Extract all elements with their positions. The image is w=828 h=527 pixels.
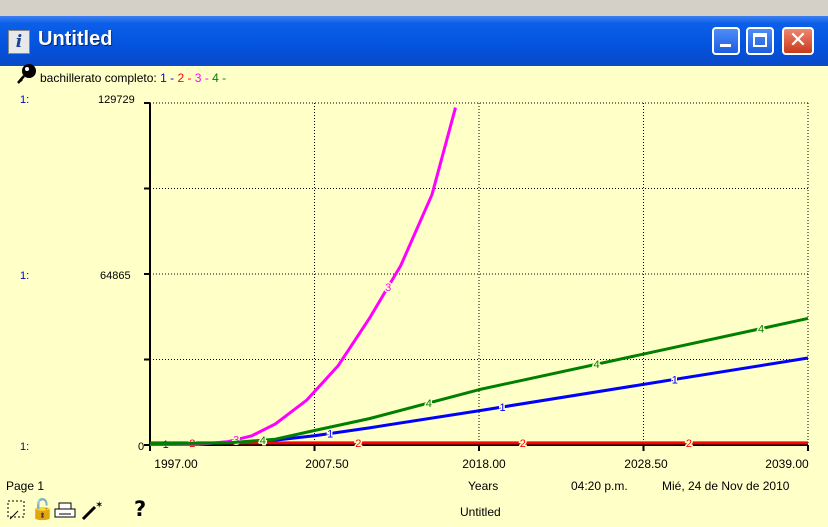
series-marker-1: 1 [327,429,333,441]
page-number: Page 1 [6,479,45,493]
series-marker-4: 4 [260,435,266,447]
info-icon[interactable]: i [8,30,30,54]
legend-separator: - [201,71,213,85]
svg-text:✶: ✶ [95,500,102,511]
legend-separator: - [184,71,195,85]
axis-id-bottom: 1: [20,441,30,453]
legend-item-1: 1 [160,71,167,85]
legend-variable: bachillerato completo: [40,71,157,85]
key-icon[interactable] [16,63,38,85]
document-name: Untitled [460,505,501,519]
series-marker-2: 2 [520,438,526,450]
axis-id-mid: 1: [20,270,30,282]
series-marker-4: 4 [593,359,599,371]
background-app-strip [0,0,828,16]
legend-separator: - [218,71,227,85]
close-icon: ✕ [788,28,808,53]
axis-id-top: 1: [20,94,30,106]
minimize-icon [720,44,731,47]
series-line-3 [150,107,457,446]
lock-icon[interactable]: 🔓 [30,497,55,521]
timestamp-date: Mié, 24 de Nov de 2010 [662,479,790,493]
legend-items: 1 - 2 - 3 - 4 - [160,71,226,85]
legend-separator: - [166,71,178,85]
y-tick-label-max: 129729 [98,94,135,106]
x-tick-label-4: 2028.50 [624,457,668,471]
series-marker-3: 3 [385,282,391,294]
x-axis-title: Years [468,479,499,493]
x-tick-label-5: 2039.00 [765,457,809,471]
maximize-button[interactable] [746,27,774,55]
series-marker-4: 4 [426,398,432,410]
help-button[interactable]: ? [134,497,147,521]
series-marker-2: 2 [686,438,692,450]
window-title: Untitled [38,28,113,50]
series-marker-1: 1 [499,402,505,414]
timestamp-time: 04:20 p.m. [571,479,628,493]
legend-item-4: 4 [212,71,219,85]
x-tick-label-2: 2007.50 [305,457,349,471]
series-line-4 [150,316,809,446]
series-marker-1: 1 [672,374,678,386]
y-tick-label-mid: 64865 [100,270,131,282]
legend-item-3: 3 [194,71,202,85]
x-tick-label-3: 2018.00 [462,457,506,471]
title-bar[interactable]: i Untitled ✕ [0,16,828,66]
legend-item-2: 2 [177,71,185,85]
print-icon[interactable] [54,501,76,521]
magic-wand-icon[interactable]: ✶ [80,499,102,521]
series-marker-4: 4 [758,324,764,336]
close-button[interactable]: ✕ [782,27,814,55]
maximize-icon [753,33,767,47]
series-marker-3: 3 [233,435,239,447]
chart-legend: bachillerato completo: 1 - 2 - 3 - 4 - [40,71,226,85]
minimize-button[interactable] [712,27,740,55]
x-tick-label-1: 1997.00 [154,457,198,471]
select-tool-icon[interactable] [6,499,28,521]
y-tick-label-min: 0 [138,441,145,453]
series-marker-2: 2 [355,438,361,450]
